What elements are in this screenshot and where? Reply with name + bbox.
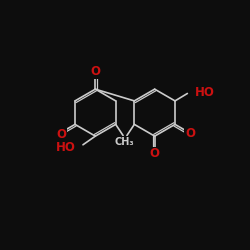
- Text: O: O: [56, 128, 66, 141]
- Text: CH₃: CH₃: [116, 137, 135, 147]
- Text: CH₃: CH₃: [115, 137, 134, 147]
- Text: HO: HO: [195, 86, 215, 99]
- Text: O: O: [90, 65, 100, 78]
- Text: O: O: [150, 148, 160, 160]
- Text: O: O: [185, 126, 195, 140]
- Text: HO: HO: [56, 141, 76, 154]
